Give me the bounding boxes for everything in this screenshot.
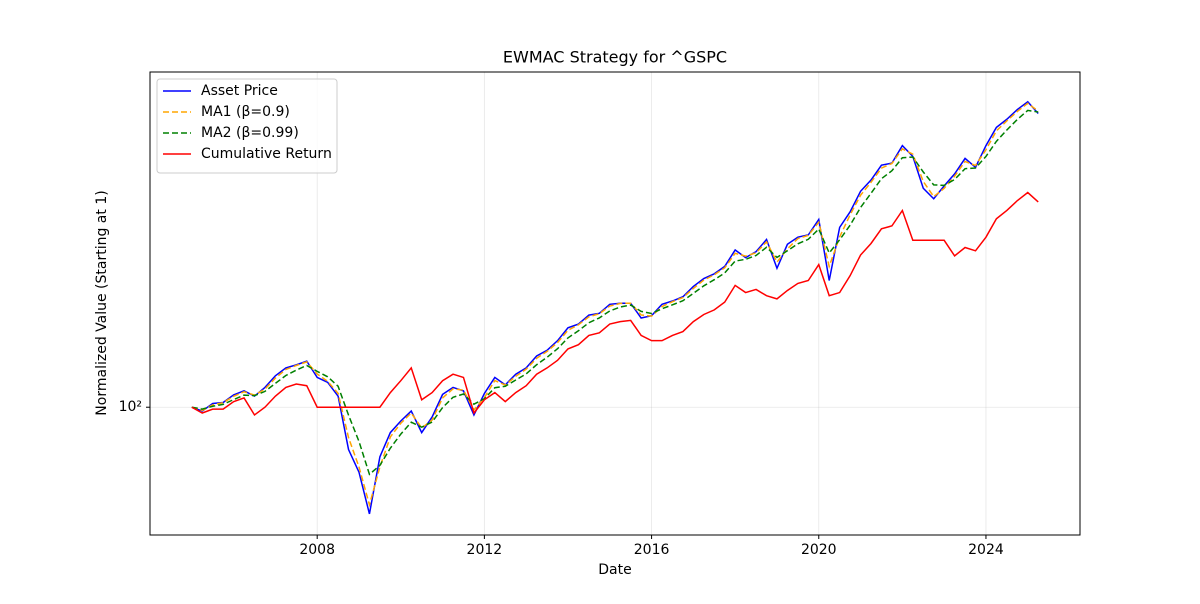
legend-label: MA2 (β=0.99) [201,125,299,141]
axes-frame [149,71,1081,536]
x-axis-label: Date [598,562,631,578]
chart-title: EWMAC Strategy for ^GSPC [503,48,727,67]
series-line [191,102,1039,508]
legend-frame [156,78,338,174]
y-axis-label: Normalized Value (Starting at 1) [94,190,110,415]
x-tick-label: 2008 [299,542,335,558]
legend-label: Cumulative Return [201,146,332,162]
series-line [191,100,1039,515]
x-tick-label: 2024 [968,542,1004,558]
legend-label: Asset Price [201,83,278,99]
x-tick-label: 2020 [801,542,837,558]
series-line [191,191,1039,417]
plot-area [191,100,1039,515]
legend: Asset Price MA1 (β=0.9) MA2 (β=0.99) Cumula… [156,78,338,174]
series-line [191,109,1039,476]
x-tick-label: 2012 [467,542,503,558]
legend-label: MA1 (β=0.9) [201,104,290,120]
x-tick-label: 2016 [634,542,670,558]
y-tick-label: 10² [119,399,142,415]
grid: 2008 2012 2016 2020 2024 10² [119,72,1080,558]
